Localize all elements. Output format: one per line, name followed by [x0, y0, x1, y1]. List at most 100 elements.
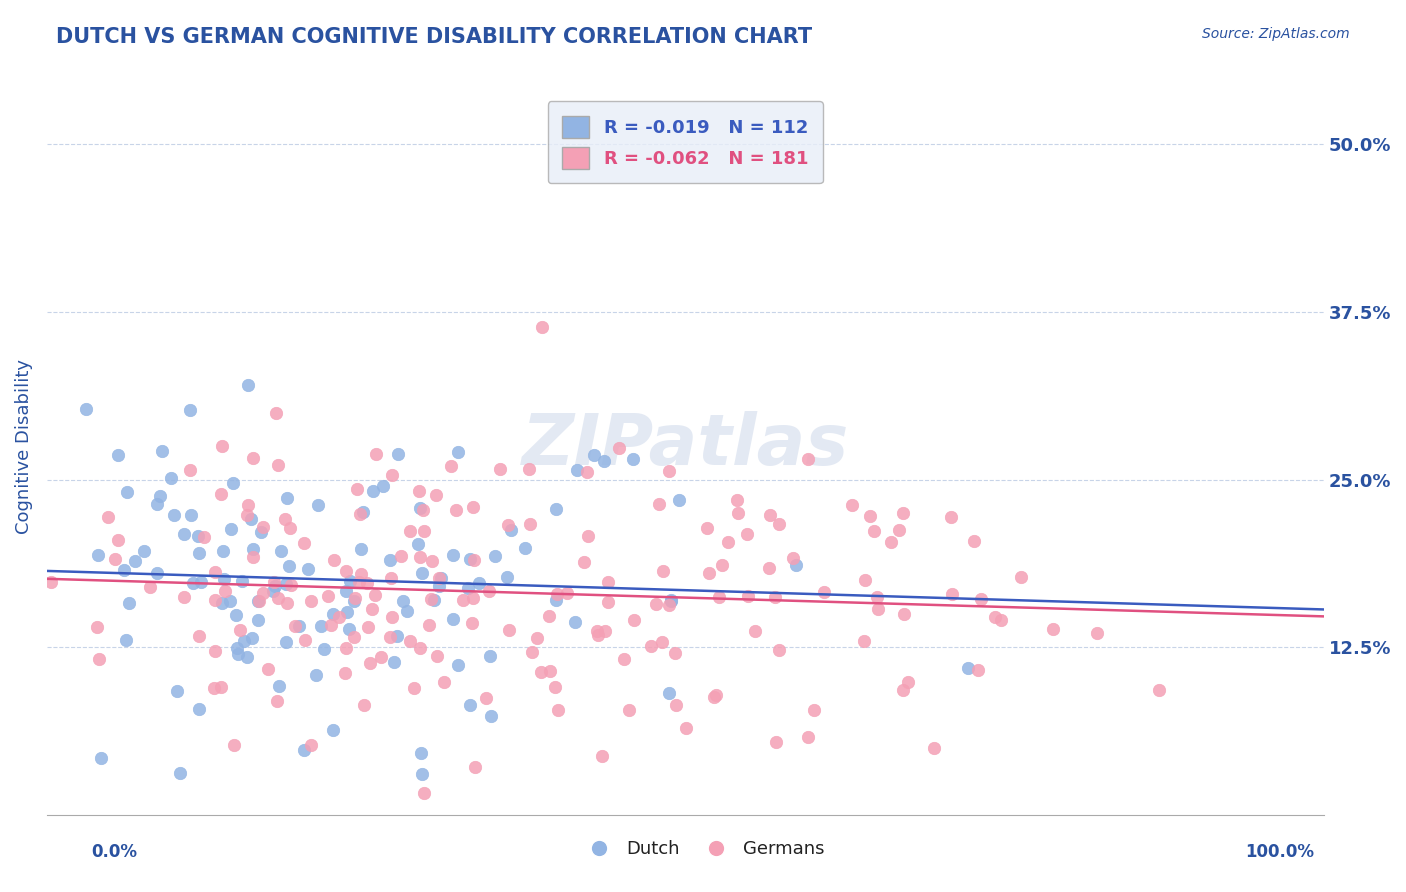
Point [411, 766, 433, 780]
Point [322, 553, 344, 567]
Point [257, 662, 280, 676]
Point [538, 664, 561, 678]
Point [346, 482, 368, 496]
Point [274, 577, 297, 591]
Point [546, 501, 568, 516]
Point [617, 703, 640, 717]
Point [364, 589, 387, 603]
Point [651, 635, 673, 649]
Point [664, 646, 686, 660]
Point [423, 593, 446, 607]
Point [107, 533, 129, 548]
Point [517, 462, 540, 476]
Point [1042, 622, 1064, 636]
Point [166, 684, 188, 698]
Point [418, 618, 440, 632]
Point [357, 620, 380, 634]
Point [451, 593, 474, 607]
Point [429, 572, 451, 586]
Point [169, 765, 191, 780]
Point [924, 741, 946, 756]
Point [312, 641, 335, 656]
Point [744, 624, 766, 638]
Point [288, 618, 311, 632]
Point [475, 690, 498, 705]
Point [543, 681, 565, 695]
Point [270, 543, 292, 558]
Point [458, 698, 481, 713]
Point [297, 562, 319, 576]
Point [463, 553, 485, 567]
Point [420, 592, 443, 607]
Point [187, 629, 209, 643]
Point [582, 448, 605, 462]
Point [364, 446, 387, 460]
Y-axis label: Cognitive Disability: Cognitive Disability [15, 359, 32, 533]
Point [675, 722, 697, 736]
Point [426, 649, 449, 664]
Point [398, 634, 420, 648]
Point [262, 583, 284, 598]
Point [188, 702, 211, 716]
Point [263, 574, 285, 589]
Point [104, 552, 127, 566]
Point [179, 403, 201, 417]
Point [499, 524, 522, 538]
Point [402, 681, 425, 695]
Point [292, 743, 315, 757]
Point [763, 590, 786, 604]
Point [139, 580, 162, 594]
Point [457, 581, 479, 595]
Point [852, 633, 875, 648]
Point [855, 574, 877, 588]
Point [343, 591, 366, 605]
Point [765, 735, 787, 749]
Point [219, 594, 242, 608]
Point [349, 566, 371, 581]
Point [461, 616, 484, 631]
Point [381, 467, 404, 482]
Point [159, 471, 181, 485]
Point [513, 541, 536, 555]
Point [468, 575, 491, 590]
Point [956, 661, 979, 675]
Point [557, 586, 579, 600]
Point [134, 544, 156, 558]
Point [409, 640, 432, 655]
Point [613, 652, 636, 666]
Point [447, 657, 470, 672]
Point [299, 593, 322, 607]
Point [204, 644, 226, 658]
Point [202, 681, 225, 695]
Point [299, 738, 322, 752]
Point [565, 463, 588, 477]
Point [607, 441, 630, 455]
Point [441, 548, 464, 562]
Point [797, 730, 820, 744]
Point [149, 489, 172, 503]
Point [768, 517, 790, 532]
Point [644, 597, 666, 611]
Point [399, 524, 422, 538]
Point [412, 503, 434, 517]
Legend: Dutch, Germans: Dutch, Germans [574, 833, 832, 865]
Point [863, 524, 886, 538]
Point [963, 533, 986, 548]
Point [387, 447, 409, 461]
Point [758, 561, 780, 575]
Point [247, 613, 270, 627]
Point [412, 524, 434, 538]
Point [242, 450, 264, 465]
Point [305, 667, 328, 681]
Point [236, 377, 259, 392]
Point [339, 574, 361, 588]
Point [984, 609, 1007, 624]
Point [564, 615, 586, 630]
Point [441, 612, 464, 626]
Text: Source: ZipAtlas.com: Source: ZipAtlas.com [1202, 27, 1350, 41]
Point [891, 507, 914, 521]
Point [378, 630, 401, 644]
Point [658, 464, 681, 478]
Point [284, 618, 307, 632]
Point [39, 575, 62, 590]
